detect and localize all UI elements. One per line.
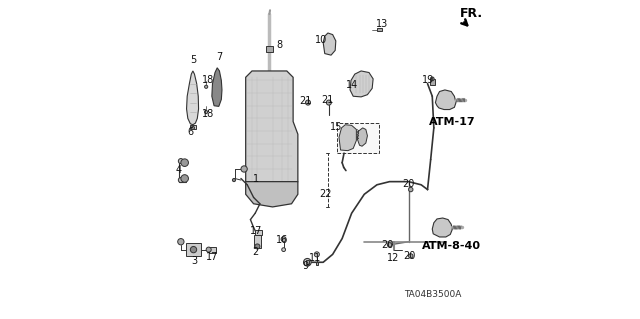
Bar — [377, 28, 381, 32]
Polygon shape — [350, 71, 373, 97]
Bar — [316, 262, 318, 265]
Polygon shape — [323, 33, 336, 55]
Text: 20: 20 — [403, 179, 415, 189]
Circle shape — [205, 110, 208, 114]
Text: 11: 11 — [309, 253, 321, 263]
Text: 2: 2 — [253, 247, 259, 257]
Circle shape — [255, 244, 260, 249]
Circle shape — [205, 85, 208, 88]
Text: TA04B3500A: TA04B3500A — [404, 290, 462, 299]
Circle shape — [282, 248, 285, 251]
Text: 6: 6 — [188, 127, 193, 137]
Text: 18: 18 — [202, 109, 214, 119]
FancyBboxPatch shape — [337, 123, 378, 153]
Text: 13: 13 — [376, 19, 388, 29]
Text: 12: 12 — [387, 253, 399, 263]
Bar — [430, 79, 435, 85]
Circle shape — [178, 239, 184, 245]
Text: 21: 21 — [321, 95, 333, 105]
Polygon shape — [246, 182, 298, 207]
Polygon shape — [339, 125, 356, 151]
Circle shape — [408, 187, 413, 192]
Bar — [255, 230, 262, 235]
Bar — [209, 247, 216, 253]
Text: 7: 7 — [216, 52, 222, 62]
Text: 16: 16 — [276, 235, 288, 245]
Circle shape — [181, 175, 188, 182]
Text: 5: 5 — [189, 55, 196, 65]
Circle shape — [191, 126, 195, 130]
Polygon shape — [212, 68, 222, 106]
Text: 22: 22 — [319, 189, 332, 199]
Circle shape — [305, 100, 310, 105]
Circle shape — [179, 159, 184, 164]
Polygon shape — [357, 128, 367, 146]
Polygon shape — [435, 90, 456, 109]
Polygon shape — [186, 71, 198, 125]
Circle shape — [181, 159, 188, 167]
Circle shape — [232, 178, 236, 182]
Bar — [306, 260, 309, 264]
Text: 18: 18 — [202, 75, 214, 85]
Circle shape — [408, 254, 413, 258]
Text: 1: 1 — [253, 174, 259, 184]
Text: 9: 9 — [303, 261, 309, 271]
Text: 10: 10 — [315, 35, 327, 45]
Text: ATM-8-40: ATM-8-40 — [422, 241, 481, 250]
Bar — [266, 46, 273, 52]
Circle shape — [303, 258, 311, 266]
Text: 15: 15 — [330, 122, 342, 132]
Text: 3: 3 — [191, 256, 197, 266]
Text: 19: 19 — [422, 75, 435, 85]
Circle shape — [241, 166, 247, 172]
Bar — [189, 125, 196, 130]
Circle shape — [281, 237, 286, 242]
Circle shape — [179, 178, 184, 182]
Polygon shape — [432, 218, 452, 237]
Circle shape — [430, 77, 434, 81]
Circle shape — [326, 100, 332, 105]
Text: 20: 20 — [403, 251, 415, 261]
Circle shape — [190, 247, 196, 253]
Text: FR.: FR. — [460, 7, 483, 20]
Text: 14: 14 — [346, 80, 358, 90]
Text: 17: 17 — [205, 252, 218, 262]
Circle shape — [314, 252, 319, 257]
Text: 4: 4 — [175, 165, 181, 175]
Bar — [186, 243, 202, 256]
Text: 8: 8 — [276, 40, 283, 50]
Polygon shape — [246, 71, 298, 194]
Bar — [253, 235, 262, 248]
Circle shape — [206, 247, 211, 252]
Circle shape — [387, 243, 392, 247]
Text: 17: 17 — [250, 226, 262, 236]
Text: 20: 20 — [381, 240, 393, 250]
Text: 21: 21 — [300, 96, 312, 106]
Text: ATM-17: ATM-17 — [429, 117, 475, 127]
